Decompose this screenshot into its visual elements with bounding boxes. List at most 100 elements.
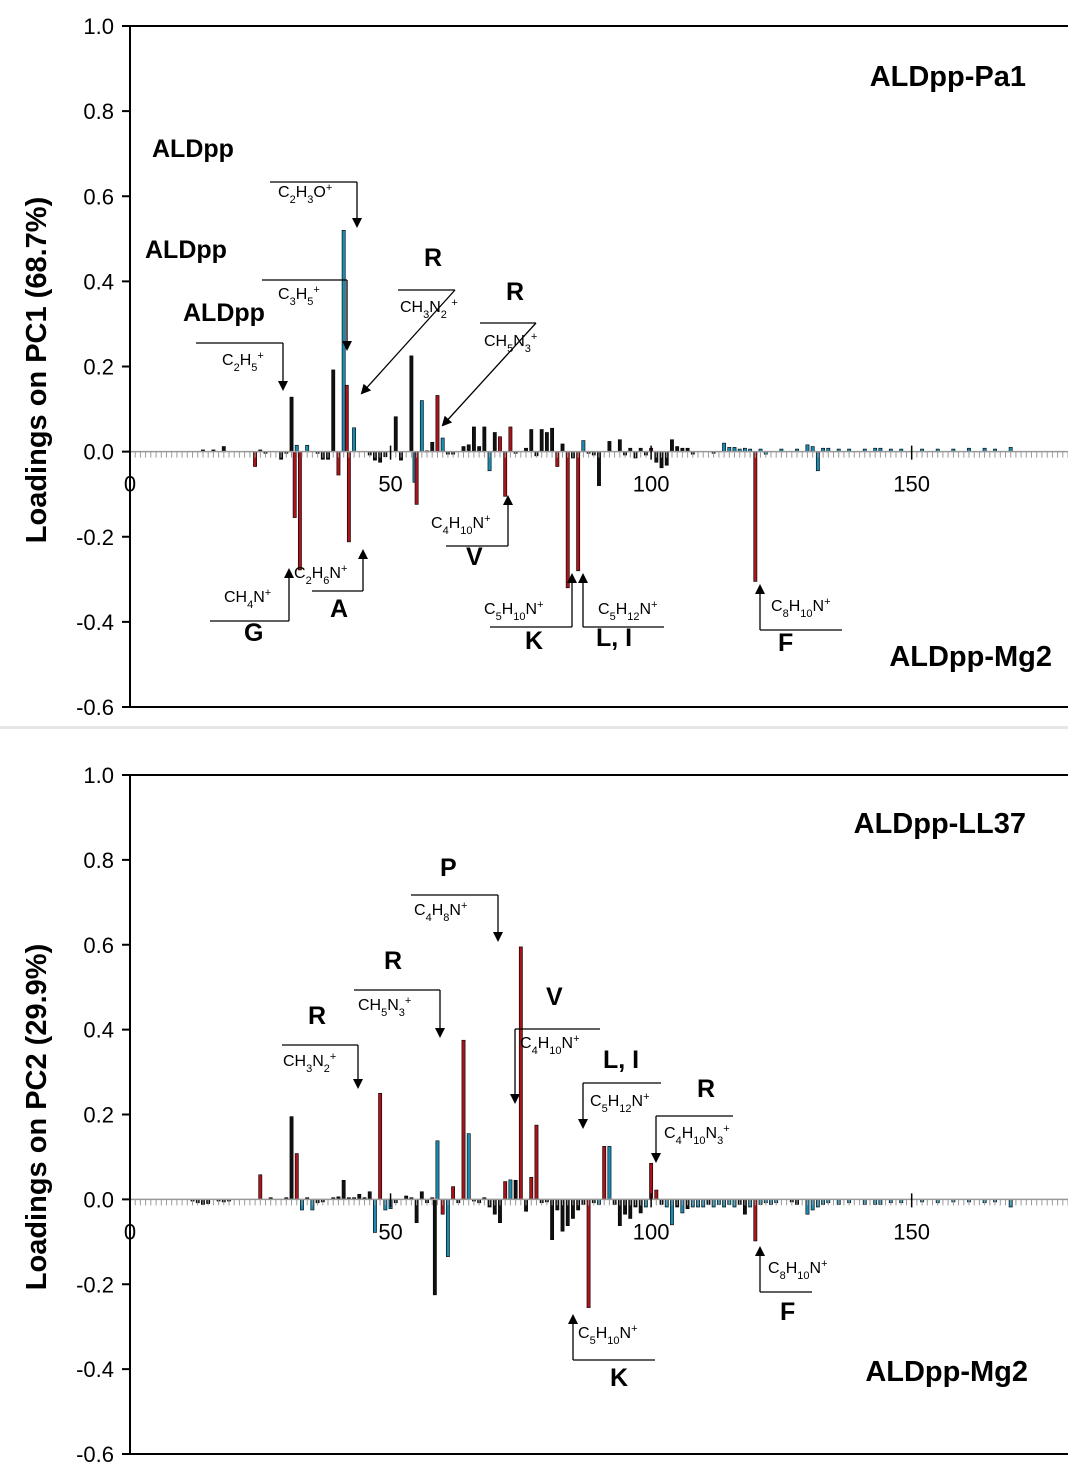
annotation: G CH4N+	[210, 568, 294, 647]
annotation-label: V	[466, 543, 483, 571]
bar	[344, 384, 349, 452]
bar	[810, 446, 815, 452]
bar	[414, 451, 419, 505]
bar	[539, 429, 544, 452]
bar	[294, 444, 299, 452]
annotation: K C5H10N+	[568, 1314, 655, 1392]
bar	[419, 1191, 424, 1200]
panel-separator	[0, 726, 1068, 729]
pc2-y-axis-label: Loadings on PC2 (29.9%)	[21, 944, 53, 1290]
bar	[432, 1199, 437, 1296]
bar	[378, 1092, 383, 1200]
bar	[607, 441, 612, 452]
bar	[492, 432, 497, 452]
annotation-label: ALDpp	[152, 135, 234, 163]
bar	[675, 446, 680, 452]
annotation: ALDpp C2H5+	[183, 299, 288, 391]
bar	[498, 436, 502, 452]
annotation-arrow	[360, 289, 456, 395]
annotation-label: K	[525, 627, 543, 655]
bar	[482, 426, 487, 452]
annotation-formula: C2H3O+	[278, 182, 332, 206]
bar	[289, 396, 294, 452]
bar	[581, 440, 586, 452]
bar	[560, 443, 565, 452]
pc2-annotations: P C4H8N+ R CH5N3+ R CH3N2+ V C4H10N+ L, I C5H12N+…	[282, 854, 828, 1392]
annotation: R CH5N3+	[354, 947, 445, 1038]
bar	[294, 1153, 299, 1200]
annotation-label: F	[778, 629, 793, 657]
bar	[534, 1124, 539, 1200]
bar	[357, 1193, 362, 1200]
pc2-bars	[190, 946, 1013, 1308]
x-tick-label: 100	[633, 1219, 670, 1244]
pc2-top-label: ALDpp-LL37	[854, 808, 1026, 840]
y-tick-label: 0.2	[83, 1103, 114, 1128]
bar	[451, 1186, 456, 1200]
y-tick-label: -0.2	[76, 1272, 114, 1297]
bar	[393, 416, 398, 452]
bar	[670, 439, 674, 452]
bar	[221, 446, 226, 452]
annotation-formula: C4H10N+	[431, 513, 491, 537]
y-tick-label: 0.6	[83, 184, 114, 209]
y-tick-label: 1.0	[83, 14, 114, 39]
bar	[503, 451, 508, 497]
bar	[508, 426, 513, 452]
y-tick-label: -0.2	[76, 525, 114, 550]
annotation-label: L, I	[596, 624, 632, 652]
annotation-formula: C8H10N+	[768, 1258, 828, 1282]
y-tick-label: 0.0	[83, 1187, 114, 1212]
bar	[346, 451, 351, 543]
pc2-axes-frame	[129, 774, 1068, 1455]
y-tick-label: 0.6	[83, 933, 114, 958]
annotation: F C8H10N+	[755, 584, 842, 657]
bar	[289, 1116, 294, 1200]
bar	[352, 427, 356, 452]
y-tick-label: 0.4	[83, 269, 114, 294]
minor-tick-marks	[129, 1199, 1068, 1206]
y-tick-label: 0.4	[83, 1018, 114, 1043]
bar	[297, 451, 302, 571]
bar	[466, 1133, 471, 1200]
annotation-label: R	[308, 1002, 326, 1030]
bar	[503, 1181, 508, 1200]
annotation: A C2H6N+	[294, 549, 368, 623]
bar	[607, 1146, 612, 1200]
annotation: R CH3N2 +	[360, 244, 458, 395]
bar	[419, 400, 424, 452]
bar	[753, 1199, 758, 1242]
annotation: P C4H8N+	[411, 854, 503, 942]
x-tick-label: 150	[893, 1219, 930, 1244]
annotation: V C4H10N+	[431, 495, 513, 571]
y-tick-label: -0.6	[76, 1442, 114, 1466]
pc1-y-axis-label: Loadings on PC1 (68.7%)	[21, 197, 53, 543]
bar	[529, 1177, 534, 1200]
x-tick-label: 100	[633, 472, 670, 497]
y-tick-label: -0.4	[76, 1357, 114, 1382]
annotation-formula: C5H10N+	[484, 599, 544, 623]
annotation-label: ALDpp	[183, 299, 265, 327]
annotation-label: R	[506, 278, 524, 306]
annotation-formula: C5H10N+	[578, 1323, 638, 1347]
pc2-minor-ticks	[129, 1199, 1068, 1206]
y-tick-label: -0.4	[76, 610, 114, 635]
bar	[617, 439, 622, 452]
pc2-bottom-label: ALDpp-Mg2	[865, 1356, 1028, 1388]
annotation-label: R	[697, 1075, 715, 1103]
annotation: ALDpp C3H5+	[145, 236, 352, 351]
y-tick-label: 0.0	[83, 440, 114, 465]
bar	[586, 1199, 591, 1308]
bar	[305, 444, 310, 452]
x-tick-label: 50	[378, 472, 402, 497]
bar	[544, 432, 549, 452]
pc2-y-ticks: 1.0 0.8 0.6 0.4 0.2 0.0 -0.2 -0.4 -0.6	[76, 763, 130, 1466]
y-tick-label: 0.8	[83, 99, 114, 124]
x-tick-label: 150	[893, 472, 930, 497]
annotation-label: R	[424, 244, 442, 272]
annotation-formula: CH4N+	[224, 587, 271, 611]
bar	[461, 1039, 466, 1200]
bar	[409, 355, 414, 452]
